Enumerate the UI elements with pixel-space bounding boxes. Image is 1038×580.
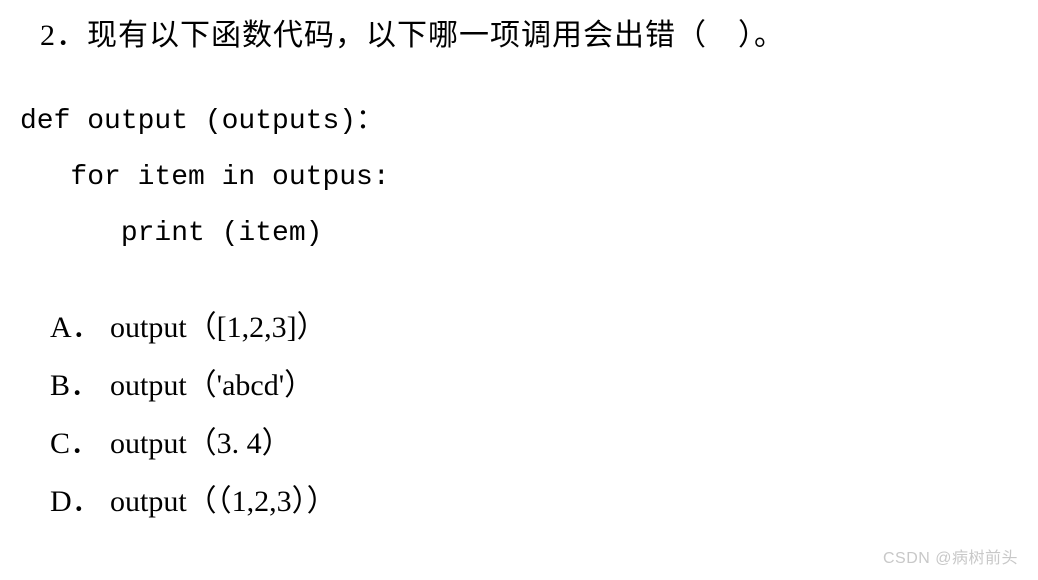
code-line-3: print (item): [20, 218, 322, 249]
options-list: A．output（[1,2,3]） B．output（'abcd'） C．out…: [50, 302, 1018, 520]
option-b-text: output（'abcd'）: [110, 369, 314, 402]
option-d: D．output（（1,2,3））: [50, 476, 1018, 520]
option-d-text: output（（1,2,3））: [110, 485, 337, 518]
question-stem: 2．现有以下函数代码，以下哪一项调用会出错（ ）。: [40, 10, 1018, 54]
option-a-label: A．: [50, 302, 110, 346]
option-a-text: output（[1,2,3]）: [110, 311, 327, 344]
option-d-label: D．: [50, 476, 110, 520]
question-number: 2．: [40, 19, 87, 52]
option-b: B．output（'abcd'）: [50, 360, 1018, 404]
code-line-1: def output (outputs)：: [20, 106, 384, 137]
option-c-text: output（3. 4）: [110, 427, 292, 460]
question-text: 现有以下函数代码，以下哪一项调用会出错（ ）。: [87, 19, 785, 52]
code-block: def output (outputs)： for item in outpus…: [20, 94, 1018, 262]
option-b-label: B．: [50, 360, 110, 404]
question-page: 2．现有以下函数代码，以下哪一项调用会出错（ ）。 def output (ou…: [0, 0, 1038, 554]
code-line-2: for item in outpus:: [20, 162, 390, 193]
option-c-label: C．: [50, 418, 110, 462]
watermark: CSDN @病树前头: [883, 544, 1018, 568]
option-c: C．output（3. 4）: [50, 418, 1018, 462]
option-a: A．output（[1,2,3]）: [50, 302, 1018, 346]
